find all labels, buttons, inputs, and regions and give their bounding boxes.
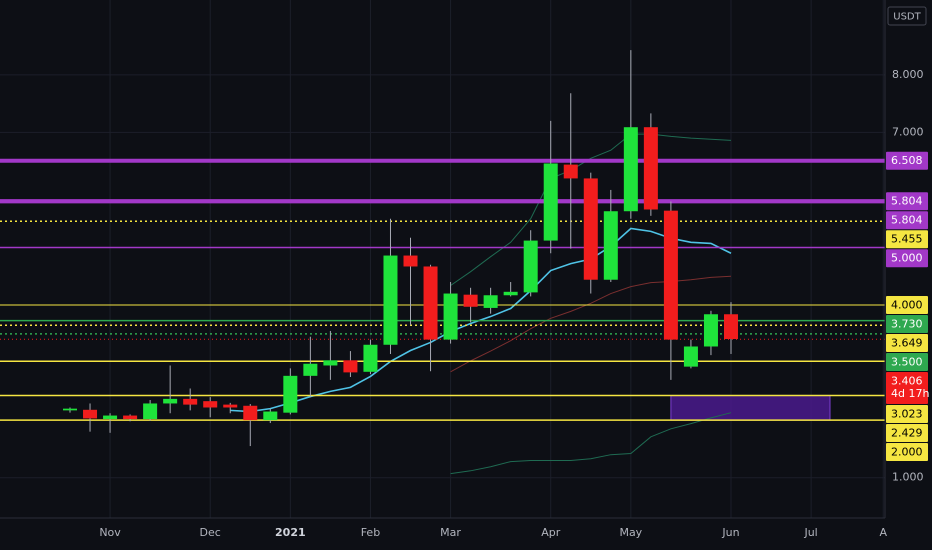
candle-body xyxy=(403,255,418,267)
indicator-line xyxy=(450,412,732,475)
price-label: 5.455 xyxy=(891,233,923,246)
price-label-box xyxy=(886,353,928,372)
candle-body xyxy=(683,346,698,367)
x-tick-label: Mar xyxy=(440,526,461,539)
price-label-box xyxy=(886,230,928,249)
price-label: 2.000 xyxy=(891,446,923,459)
candle-body xyxy=(203,401,218,408)
candle-body xyxy=(143,403,158,420)
candle-body xyxy=(423,266,438,340)
countdown-label: 4d 17h xyxy=(891,387,929,400)
x-tick-label: Nov xyxy=(99,526,121,539)
candle-body xyxy=(703,314,718,347)
candle-body xyxy=(443,293,458,340)
price-label-box xyxy=(886,211,928,230)
candle-body xyxy=(263,411,278,421)
x-tick-label: A xyxy=(879,526,887,539)
price-label: 4.000 xyxy=(891,299,923,312)
price-label: 3.406 xyxy=(891,375,923,388)
x-tick-label: Dec xyxy=(200,526,221,539)
candle-body xyxy=(283,375,298,413)
zone xyxy=(670,394,831,421)
candle-body xyxy=(363,344,378,372)
currency-box xyxy=(887,6,927,26)
price-label: 5.804 xyxy=(891,195,923,208)
y-tick-label: 8.000 xyxy=(892,68,924,81)
candle-body xyxy=(63,408,77,411)
candle-body xyxy=(643,127,658,210)
price-label: 3.500 xyxy=(891,356,923,369)
x-tick-label: 2021 xyxy=(275,526,306,539)
price-label: 5.804 xyxy=(891,214,923,227)
x-tick-label: Feb xyxy=(361,526,380,539)
y-tick-label: 1.000 xyxy=(892,471,924,484)
candle-body xyxy=(543,163,558,241)
candle-body xyxy=(243,405,258,421)
price-label-box xyxy=(886,405,928,424)
y-tick-label: 7.000 xyxy=(892,125,924,138)
price-label: 3.649 xyxy=(891,337,923,350)
price-label: 6.508 xyxy=(891,154,923,167)
candle-body xyxy=(123,415,138,420)
candle-body xyxy=(463,294,478,307)
candle-body xyxy=(603,211,618,280)
candle-body xyxy=(583,178,598,280)
candle-body xyxy=(483,295,498,308)
candle-body xyxy=(343,360,358,373)
currency-label: USDT xyxy=(893,12,921,23)
candle-body xyxy=(223,404,238,408)
price-label-box xyxy=(886,424,928,443)
price-label-box xyxy=(886,192,928,211)
candle-body xyxy=(163,398,178,404)
price-label-box xyxy=(886,334,928,353)
x-tick-label: Jul xyxy=(803,526,817,539)
x-tick-label: May xyxy=(619,526,642,539)
candle-body xyxy=(723,314,738,340)
indicator-line xyxy=(450,133,732,286)
candle-body xyxy=(103,415,118,420)
candle-body xyxy=(503,291,518,296)
candle-body xyxy=(303,363,318,376)
price-label: 3.023 xyxy=(891,408,923,421)
price-label-box xyxy=(886,443,928,462)
candle-body xyxy=(183,398,198,405)
indicator-line xyxy=(450,275,732,373)
candle-body xyxy=(623,127,638,212)
x-tick-label: Apr xyxy=(541,526,561,539)
candle-body xyxy=(563,164,578,179)
price-label-box xyxy=(886,372,928,405)
candle-body xyxy=(83,409,98,419)
price-label-box xyxy=(886,315,928,334)
price-label: 3.730 xyxy=(891,318,923,331)
x-tick-label: Jun xyxy=(721,526,739,539)
candle-body xyxy=(523,240,538,293)
candle-body xyxy=(663,210,678,340)
price-label-box xyxy=(886,249,928,268)
candle-body xyxy=(323,360,338,366)
candle-body xyxy=(383,255,398,345)
plot xyxy=(0,0,885,518)
price-label: 2.429 xyxy=(891,427,923,440)
price-label-box xyxy=(886,296,928,315)
price-label-box xyxy=(886,151,928,170)
price-label: 5.000 xyxy=(891,252,923,265)
